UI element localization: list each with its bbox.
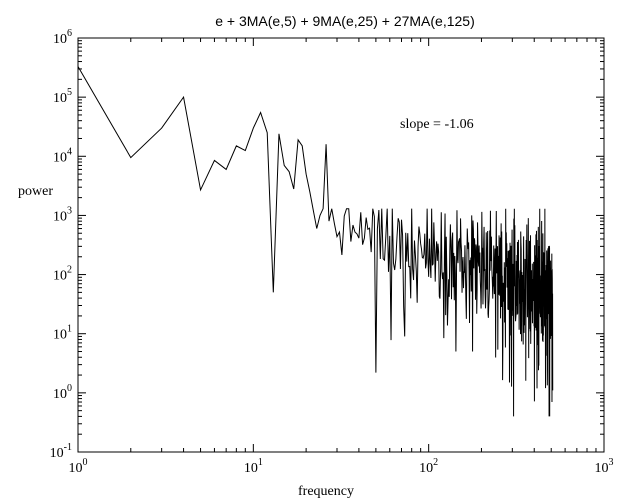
- x-axis-label: frequency: [298, 484, 354, 499]
- y-tick-base: 10: [53, 328, 67, 343]
- y-tick-label: 105: [53, 87, 72, 106]
- y-tick-label: 100: [53, 383, 72, 402]
- y-tick-base: 10: [53, 91, 67, 106]
- y-tick-label: 104: [53, 146, 72, 165]
- y-tick-base: 10: [53, 387, 67, 402]
- x-tick-exponent: 1: [258, 457, 263, 468]
- y-tick-exponent: 0: [67, 383, 72, 394]
- y-axis-label: power: [18, 184, 53, 199]
- chart-title: e + 3MA(e,5) + 9MA(e,25) + 27MA(e,125): [215, 13, 475, 29]
- y-tick-base: 10: [53, 32, 67, 47]
- slope-annotation: slope = -1.06: [400, 117, 474, 132]
- plot-frame: [77, 37, 605, 453]
- y-tick-label: 10-1: [50, 442, 72, 461]
- y-tick-exponent: 2: [67, 265, 72, 276]
- x-tick-label: 100: [69, 457, 88, 476]
- x-tick-label: 103: [595, 457, 614, 476]
- y-tick-exponent: 6: [67, 28, 72, 39]
- x-tick-exponent: 2: [433, 457, 438, 468]
- y-tick-base: 10: [50, 446, 64, 461]
- y-tick-label: 106: [53, 28, 72, 47]
- y-tick-label: 103: [53, 205, 72, 224]
- axis-ticks: [77, 37, 605, 453]
- x-tick-exponent: 0: [83, 457, 88, 468]
- y-tick-exponent: 5: [67, 87, 72, 98]
- y-tick-exponent: 3: [67, 205, 72, 216]
- y-tick-base: 10: [53, 209, 67, 224]
- y-tick-label: 102: [53, 265, 72, 284]
- x-tick-label: 102: [419, 457, 438, 476]
- x-tick-exponent: 3: [609, 457, 614, 468]
- x-tick-base: 10: [244, 461, 258, 476]
- x-tick-label: 101: [244, 457, 263, 476]
- x-tick-base: 10: [419, 461, 433, 476]
- x-tick-base: 10: [69, 461, 83, 476]
- y-tick-exponent: 4: [67, 146, 72, 157]
- x-tick-base: 10: [595, 461, 609, 476]
- y-tick-base: 10: [53, 269, 67, 284]
- y-tick-label: 101: [53, 324, 72, 343]
- series-line: [77, 66, 554, 417]
- y-tick-exponent: 1: [67, 324, 72, 335]
- y-tick-base: 10: [53, 150, 67, 165]
- y-tick-exponent: -1: [64, 442, 72, 453]
